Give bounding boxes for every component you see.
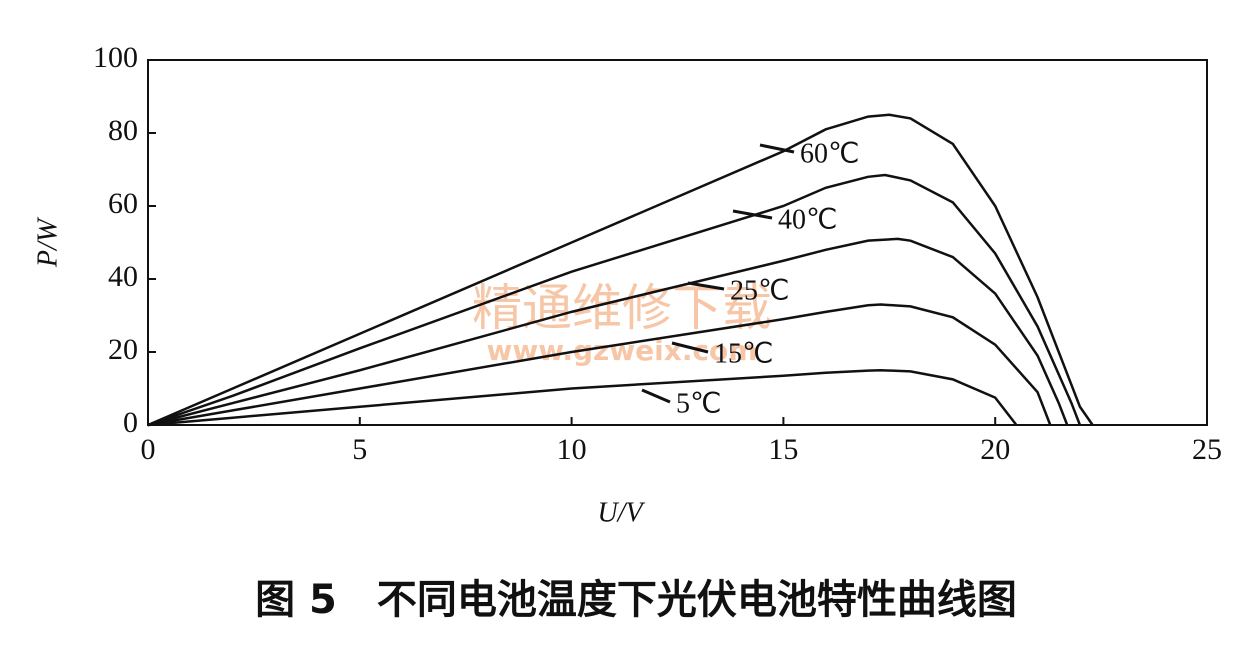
x-tick-label: 25 [1192, 433, 1222, 466]
series-line [147, 113, 1094, 427]
y-tick-label: 80 [108, 114, 138, 147]
series-label: 25℃ [730, 275, 789, 306]
label-arrow [732, 209, 773, 220]
y-tick-label: 0 [123, 406, 138, 439]
label-arrow [759, 143, 795, 154]
series-label: 15℃ [714, 338, 773, 369]
chart-caption: 图 5 不同电池温度下光伏电池特性曲线图 [255, 577, 1017, 623]
series-label: 5℃ [676, 388, 721, 419]
y-axis-label: P/W [32, 216, 63, 268]
series-label: 40℃ [778, 204, 837, 235]
series-label: 60℃ [800, 138, 859, 169]
label-arrow [687, 281, 725, 291]
watermark-url: www.gzweix.com [487, 334, 758, 367]
x-tick-label: 5 [352, 433, 367, 466]
series-line [147, 303, 1052, 427]
x-axis-label: U/V [597, 497, 645, 528]
series-line [147, 368, 1018, 427]
y-tick-label: 20 [108, 333, 138, 366]
x-tick-label: 15 [768, 433, 798, 466]
series-line [147, 237, 1069, 427]
y-tick-label: 60 [108, 187, 138, 220]
x-tick-label: 0 [141, 433, 156, 466]
y-tick-label: 40 [108, 260, 138, 293]
x-tick-label: 10 [557, 433, 587, 466]
label-arrow [641, 388, 671, 404]
series-line [147, 173, 1082, 427]
x-tick-label: 20 [980, 433, 1010, 466]
y-tick-label: 100 [93, 41, 138, 74]
label-arrow [671, 341, 709, 354]
plot-frame [147, 59, 1208, 426]
